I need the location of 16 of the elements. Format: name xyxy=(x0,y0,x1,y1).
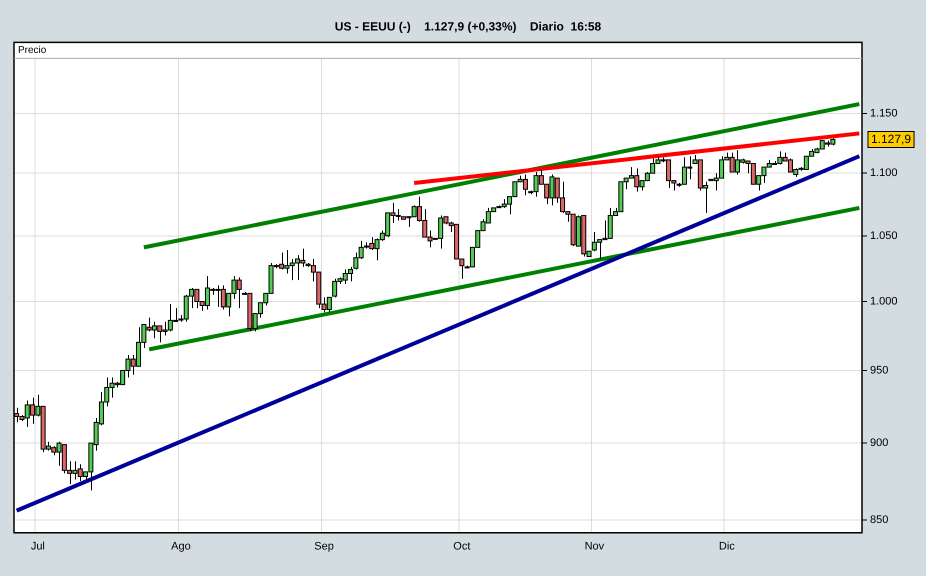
y-tick-label: 950 xyxy=(870,364,888,376)
x-tick-label: Dic xyxy=(718,540,736,552)
x-tick-label: Oct xyxy=(453,540,470,552)
y-tick-label: 1.100 xyxy=(870,167,898,180)
y-tick-label: 1.000 xyxy=(870,295,898,308)
y-tick-label: 900 xyxy=(870,437,888,450)
x-tick-label: Jul xyxy=(30,540,45,552)
y-tick-label: 850 xyxy=(870,514,888,526)
x-tick-label: Sep xyxy=(314,540,334,552)
text: 1.127,9 xyxy=(871,132,912,146)
y-tick-label: 1.050 xyxy=(870,230,898,242)
y-axis-title: Precio xyxy=(18,45,47,56)
x-tick-label: Ago xyxy=(171,540,191,552)
y-tick-label: 1.150 xyxy=(870,107,898,120)
x-tick-label: Nov xyxy=(584,540,605,552)
chart-title: US - EEUU (-) 1.127,9 (+0,33%) Diario 16:58 xyxy=(334,20,602,34)
